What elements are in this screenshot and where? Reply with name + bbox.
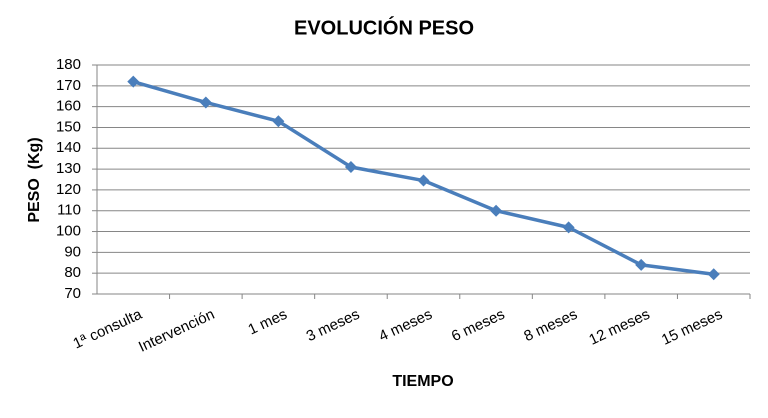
- y-tick-label: 80: [64, 264, 81, 281]
- x-tick-label: 6 meses: [449, 306, 508, 345]
- y-tick-label: 140: [56, 139, 81, 156]
- y-tick-label: 100: [56, 223, 81, 240]
- marker: [562, 221, 575, 234]
- y-tick-label: 90: [64, 243, 81, 260]
- marker: [127, 75, 140, 88]
- y-tick-label: 110: [57, 202, 81, 219]
- x-tick-label: 1 mes: [246, 306, 290, 339]
- y-axis-title: PESO (Kg): [26, 137, 43, 222]
- y-tick-label: 150: [56, 118, 81, 135]
- marker: [344, 161, 357, 174]
- chart-title: EVOLUCIÓN PESO: [294, 15, 474, 39]
- x-tick-label: 4 meses: [376, 306, 435, 345]
- y-tick-label: 170: [56, 77, 81, 94]
- x-tick-label: 3 meses: [304, 306, 363, 345]
- y-tick-label: 160: [56, 98, 81, 115]
- y-tick-label: 120: [56, 181, 81, 198]
- x-tick-label: 12 meses: [586, 306, 652, 349]
- marker: [635, 258, 648, 271]
- y-tick-label: 70: [64, 285, 81, 302]
- x-tick-label: 8 meses: [521, 306, 580, 345]
- marker: [490, 204, 503, 217]
- y-tick-label: 130: [56, 160, 81, 177]
- x-tick-label: 1ª consulta: [70, 306, 145, 353]
- x-tick-label: 15 meses: [659, 306, 725, 349]
- marker: [417, 174, 430, 187]
- marker: [707, 268, 720, 281]
- marker: [272, 115, 285, 128]
- y-tick-label: 180: [56, 56, 81, 73]
- x-tick-label: Intervención: [136, 306, 217, 356]
- x-axis-title: TIEMPO: [392, 373, 453, 390]
- marker: [199, 96, 212, 109]
